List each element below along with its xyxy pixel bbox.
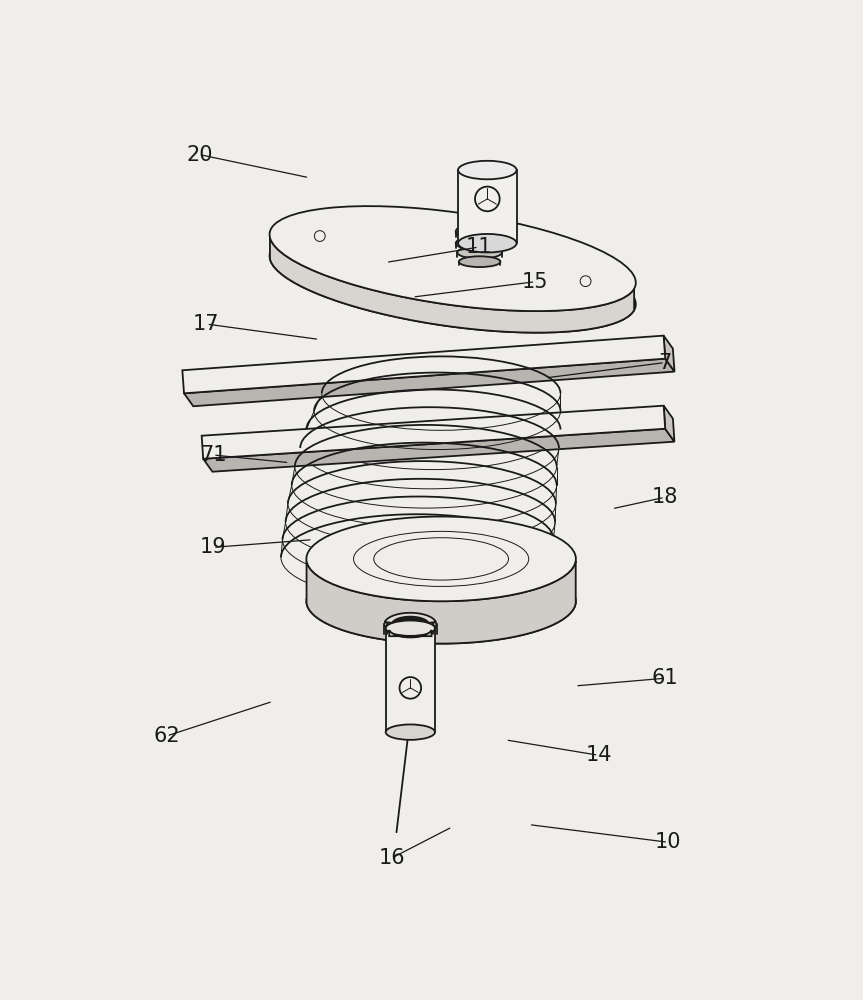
Ellipse shape <box>386 724 435 740</box>
Text: 19: 19 <box>199 537 226 557</box>
Text: 14: 14 <box>585 745 612 765</box>
Polygon shape <box>386 628 435 732</box>
Text: 62: 62 <box>154 726 180 746</box>
Polygon shape <box>458 170 517 243</box>
Ellipse shape <box>458 234 517 252</box>
Ellipse shape <box>269 228 636 333</box>
Polygon shape <box>182 336 665 393</box>
Polygon shape <box>385 613 436 623</box>
Ellipse shape <box>456 236 503 250</box>
Polygon shape <box>203 429 674 472</box>
Polygon shape <box>202 406 665 459</box>
Text: 11: 11 <box>465 237 492 257</box>
Text: 17: 17 <box>193 314 220 334</box>
Ellipse shape <box>306 559 576 644</box>
Ellipse shape <box>457 246 502 259</box>
Polygon shape <box>389 630 432 637</box>
Polygon shape <box>664 336 675 372</box>
Ellipse shape <box>386 620 435 636</box>
Polygon shape <box>270 238 634 333</box>
Text: 7: 7 <box>658 353 671 373</box>
Text: 10: 10 <box>655 832 682 852</box>
Text: 18: 18 <box>652 487 678 507</box>
Text: 16: 16 <box>379 848 406 868</box>
Text: 15: 15 <box>522 272 549 292</box>
Ellipse shape <box>390 619 431 629</box>
Polygon shape <box>664 406 674 442</box>
Polygon shape <box>184 359 675 406</box>
Text: 61: 61 <box>652 668 678 688</box>
Ellipse shape <box>306 517 576 601</box>
Ellipse shape <box>456 223 503 240</box>
Text: 20: 20 <box>186 145 213 165</box>
Ellipse shape <box>458 161 517 179</box>
Ellipse shape <box>384 618 437 631</box>
Ellipse shape <box>459 256 501 267</box>
Ellipse shape <box>387 619 433 630</box>
Ellipse shape <box>269 206 636 311</box>
Text: 71: 71 <box>199 445 226 465</box>
Polygon shape <box>306 561 576 644</box>
